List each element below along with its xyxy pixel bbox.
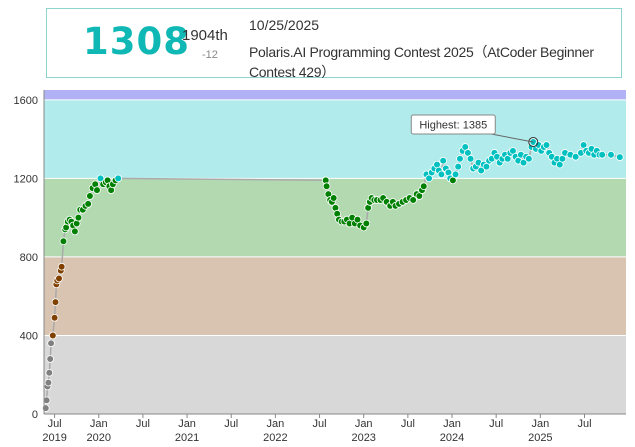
data-point: [466, 154, 475, 163]
x-tick-month: Jan: [90, 418, 108, 430]
data-point: [71, 227, 79, 236]
current-rating: 1308: [83, 20, 190, 63]
data-point: [74, 213, 83, 222]
x-tick-month: Jul: [401, 418, 415, 430]
x-tick-year: 2022: [263, 432, 287, 444]
x-tick-month: Jul: [313, 418, 327, 430]
highest-box: [410, 114, 496, 135]
data-point: [329, 194, 338, 202]
x-tick-month: Jul: [48, 418, 62, 430]
axes: 0 400 800 1200 1600 Jul 2019 Jan 2020 Jul Jan 2021 J…: [14, 90, 626, 444]
x-tick-month: Jul: [577, 418, 591, 430]
contest-rank: 1904th: [182, 27, 228, 44]
data-point: [55, 274, 63, 283]
x-tick-month: Jan: [355, 418, 373, 430]
data-point: [84, 200, 92, 208]
y-tick-label: 400: [20, 330, 38, 342]
data-point: [45, 368, 54, 377]
rating-band: [44, 178, 626, 257]
data-point: [322, 182, 331, 191]
data-point: [47, 339, 55, 348]
data-point: [86, 192, 94, 200]
data-point: [616, 153, 624, 161]
x-tick-year: 2023: [351, 432, 375, 444]
x-tick-year: 2025: [528, 432, 552, 444]
data-point: [437, 170, 446, 179]
data-point: [598, 151, 606, 159]
data-point: [50, 313, 59, 322]
data-point: [44, 378, 53, 387]
contest-date: 10/25/2025: [249, 17, 320, 33]
y-tick-label: 1200: [14, 173, 38, 185]
data-point: [93, 186, 101, 194]
data-point: [49, 331, 57, 340]
data-point: [454, 162, 463, 171]
data-point: [456, 154, 464, 163]
y-tick-label: 0: [32, 409, 38, 421]
data-point: [571, 152, 580, 161]
data-point: [439, 156, 447, 165]
rating-delta: -12: [202, 49, 218, 61]
rating-band: [44, 335, 626, 414]
highest-leader-line: [491, 133, 534, 143]
x-tick-month: Jan: [443, 418, 461, 430]
data-point: [525, 154, 533, 163]
y-tick-label: 1600: [14, 95, 38, 107]
y-tick-label: 800: [20, 252, 38, 264]
data-point: [42, 396, 51, 405]
contest-name[interactable]: Polaris.AI Programming Contest 2025（AtCo…: [249, 44, 594, 80]
rating-band: [44, 256, 626, 336]
x-tick-year: 2024: [440, 432, 464, 444]
data-point: [41, 404, 50, 412]
data-point: [607, 151, 615, 159]
x-tick-year: 2019: [42, 432, 66, 444]
data-point: [542, 141, 551, 149]
data-point: [46, 355, 54, 363]
highest-marker: [528, 137, 539, 148]
x-tick-month: Jul: [489, 418, 503, 430]
x-tick-month: Jan: [267, 418, 285, 430]
data-point: [51, 298, 60, 306]
rating-bands: [44, 90, 626, 414]
data-point: [362, 219, 371, 228]
x-tick-month: Jul: [224, 418, 238, 430]
status-panel: 1308 1904th -12 10/25/2025 Polaris.AI Pr…: [46, 8, 622, 80]
data-point: [114, 174, 122, 183]
x-tick-year: 2021: [175, 432, 199, 444]
data-point: [59, 237, 68, 246]
highest-callout: Highest: 1385: [410, 114, 539, 148]
highest-label: Highest: 1385: [419, 120, 487, 132]
data-point: [409, 196, 417, 204]
x-tick-month: Jul: [136, 418, 150, 430]
x-tick-month: Jan: [531, 418, 549, 430]
x-tick-month: Jan: [178, 418, 196, 430]
data-point: [451, 170, 460, 179]
data-point: [419, 182, 428, 191]
rating-band: [44, 99, 626, 179]
data-point: [57, 262, 66, 271]
rating-band: [44, 90, 626, 100]
x-tick-year: 2020: [87, 432, 111, 444]
